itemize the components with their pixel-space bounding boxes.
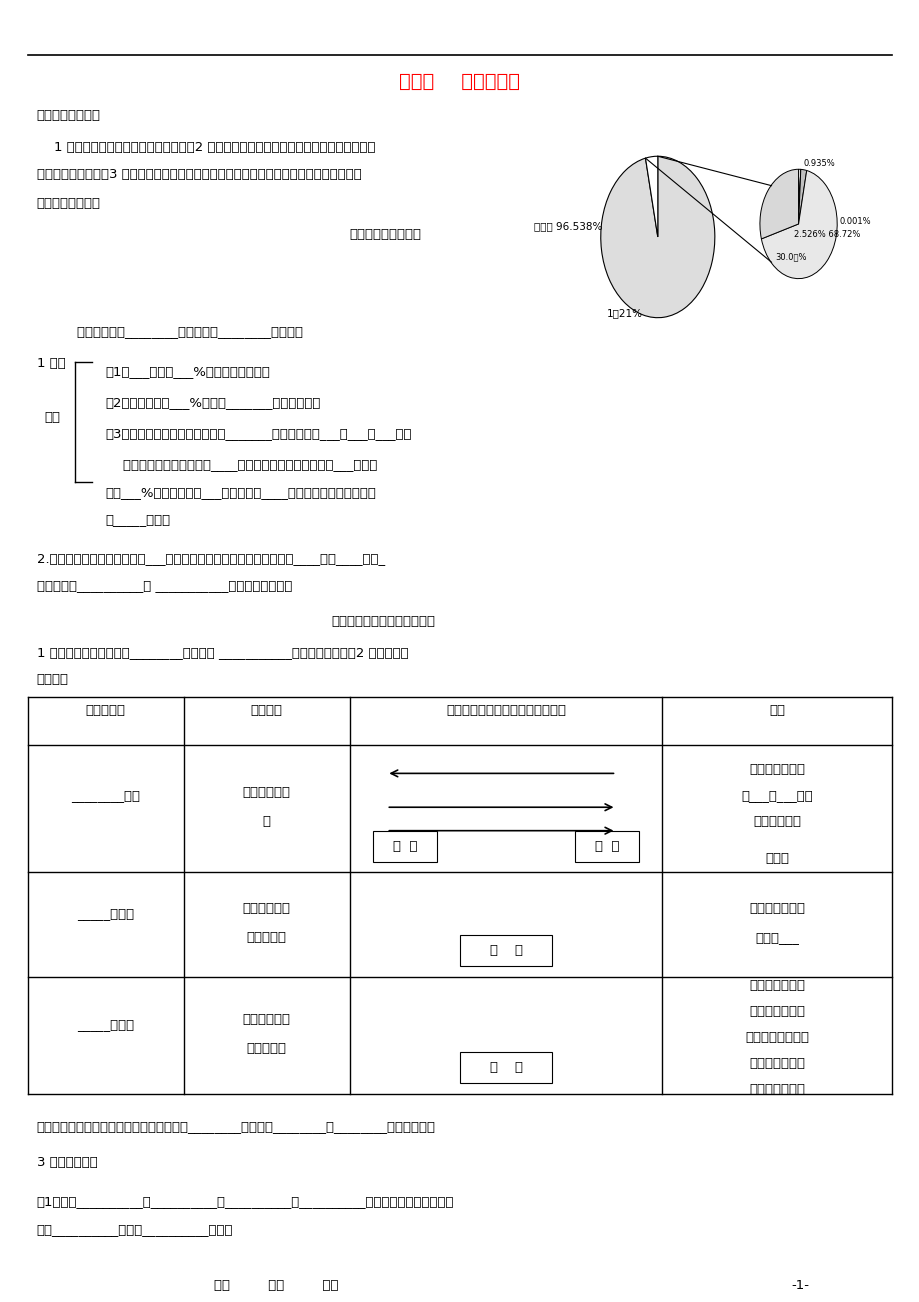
Text: 海洋表面和海: 海洋表面和海 (243, 1013, 290, 1026)
Text: （填表）: （填表） (37, 673, 69, 686)
Text: 发生领域: 发生领域 (251, 704, 282, 716)
Text: 探究二：水循环及其地理意义: 探究二：水循环及其地理意义 (331, 615, 435, 628)
Text: 到___、___，水: 到___、___，水 (741, 789, 812, 802)
Text: 30.0缅%: 30.0缅% (775, 253, 806, 262)
Text: 海  洋: 海 洋 (595, 840, 618, 853)
Wedge shape (759, 169, 798, 238)
Text: 洋上空之间: 洋上空之间 (246, 1042, 287, 1055)
Text: ________循环: ________循环 (72, 789, 141, 802)
Text: 水循环环节（填写箭头表示环节）: 水循环环节（填写箭头表示环节） (446, 704, 565, 716)
Text: 概念：地球上________共同组成一________的圈层。: 概念：地球上________共同组成一________的圈层。 (60, 326, 302, 339)
Text: 充量很___: 充量很___ (754, 931, 799, 944)
Text: 1 明确水圈的组成及主要的水体类型。2 运用示意图说出水循环的过程和主要环节，说明: 1 明确水圈的组成及主要的水体类型。2 运用示意图说出水循环的过程和主要环节，说… (37, 141, 375, 154)
Text: _____内循环: _____内循环 (77, 1018, 134, 1031)
Text: 1 水圈: 1 水圈 (37, 357, 65, 370)
Text: 1 概念：指自然界的水在________通过各个 ___________连续运动的过程。2 类型和过程: 1 概念：指自然界的水在________通过各个 ___________连续运动… (37, 646, 408, 659)
Text: 使陆地水资源得: 使陆地水资源得 (749, 763, 804, 776)
Wedge shape (645, 156, 657, 237)
Text: 对陆地水资源补: 对陆地水资源补 (749, 902, 804, 915)
Text: 0.001%: 0.001% (839, 217, 870, 227)
Wedge shape (798, 169, 800, 224)
Wedge shape (798, 169, 806, 224)
Text: 组成: 组成 (44, 411, 60, 424)
Text: 【程序生本导读】: 【程序生本导读】 (37, 197, 101, 210)
Text: 最重要: 最重要 (765, 852, 789, 865)
Text: _____内循环: _____内循环 (77, 907, 134, 921)
Text: 陆地表面和陆: 陆地表面和陆 (243, 902, 290, 915)
Text: 水循环的地理意义。3 认识地理要素间相互制约、相互影响关系，增强保护水资源的意识。: 水循环的地理意义。3 认识地理要素间相互制约、相互影响关系，增强保护水资源的意识… (37, 168, 361, 181)
Wedge shape (761, 171, 836, 279)
Text: 陆    地: 陆 地 (489, 944, 522, 957)
Text: 于全球的热量输: 于全球的热量输 (749, 1057, 804, 1070)
Wedge shape (798, 169, 800, 224)
Text: 有补充作用，但对: 有补充作用，但对 (744, 1031, 809, 1044)
Bar (460, 1052, 551, 1083)
Text: 地下水分为浅层地下水和____层地下水。按性质分淡水和___水。淡: 地下水分为浅层地下水和____层地下水。按性质分淡水和___水。淡 (106, 458, 377, 471)
Text: 陆  地: 陆 地 (392, 840, 416, 853)
Text: 第三节    水圈水循环: 第三节 水圈水循环 (399, 72, 520, 91)
Text: 对陆地水资源没: 对陆地水资源没 (749, 1005, 804, 1018)
Text: 水循环的水量最: 水循环的水量最 (749, 979, 804, 992)
Text: （3）陆地水：按空间分地表水和_______。地表水包括___、___和___等。: （3）陆地水：按空间分地表水和_______。地表水包括___、___和___等… (106, 427, 412, 440)
Text: 总结：水循环主要环节有：蒸发（蒸腾）、________、降水、________、________和地下径流。: 总结：水循环主要环节有：蒸发（蒸腾）、________、降水、________、… (37, 1120, 436, 1133)
Text: 0.935%: 0.935% (802, 159, 834, 168)
Text: 2.526% 68.72%: 2.526% 68.72% (793, 230, 859, 240)
Text: 1．21%: 1．21% (607, 309, 642, 319)
Text: （2）大气水：占___%，但是_______的必要条件。: （2）大气水：占___%，但是_______的必要条件。 (106, 396, 321, 409)
Text: 作用: 作用 (768, 704, 785, 716)
Text: （1）实现__________、__________、__________、__________四大圈层的有机联系，并: （1）实现__________、__________、__________、__… (37, 1195, 454, 1208)
Text: 3 水循环的意义: 3 水循环的意义 (37, 1156, 97, 1169)
Text: 2.水资源：目前人类可利用的___水。人类容易利用的淡水资源主要有____水、____水和_: 2.水资源：目前人类可利用的___水。人类容易利用的淡水资源主要有____水、_… (37, 552, 384, 565)
Text: 探究一：水圈的组成: 探究一：水圈的组成 (349, 228, 421, 241)
Text: 送有重要意义。: 送有重要意义。 (749, 1083, 804, 1096)
Text: 水，因此，__________和 ___________已成为当务之急。: 水，因此，__________和 ___________已成为当务之急。 (37, 579, 292, 592)
Bar (574, 831, 639, 862)
Text: 用心         爱心         专心: 用心 爱心 专心 (213, 1279, 338, 1292)
Text: 海洋水 96.538%: 海洋水 96.538% (533, 221, 601, 232)
Text: 海洋和陆地之: 海洋和陆地之 (243, 786, 290, 799)
Text: （1）___水：占___%，是水圈的主体。: （1）___水：占___%，是水圈的主体。 (106, 365, 270, 378)
Text: 水循环类型: 水循环类型 (85, 704, 126, 716)
Text: 资源得以再生: 资源得以再生 (753, 815, 800, 828)
Text: 和_____地区。: 和_____地区。 (106, 513, 171, 526)
Text: 海    洋: 海 洋 (489, 1061, 522, 1074)
Wedge shape (600, 156, 714, 318)
Text: 水占___%。淡水主体是___水，其次是____水，淡水主体主要分布在: 水占___%。淡水主体是___水，其次是____水，淡水主体主要分布在 (106, 486, 376, 499)
Text: 地上空之间: 地上空之间 (246, 931, 287, 944)
Bar (372, 831, 437, 862)
Text: -1-: -1- (790, 1279, 809, 1292)
Text: 间: 间 (263, 815, 270, 828)
Text: 进行__________迁移和__________交换。: 进行__________迁移和__________交换。 (37, 1223, 233, 1236)
Bar (460, 935, 551, 966)
Text: 【教学目标展现】: 【教学目标展现】 (37, 109, 101, 122)
